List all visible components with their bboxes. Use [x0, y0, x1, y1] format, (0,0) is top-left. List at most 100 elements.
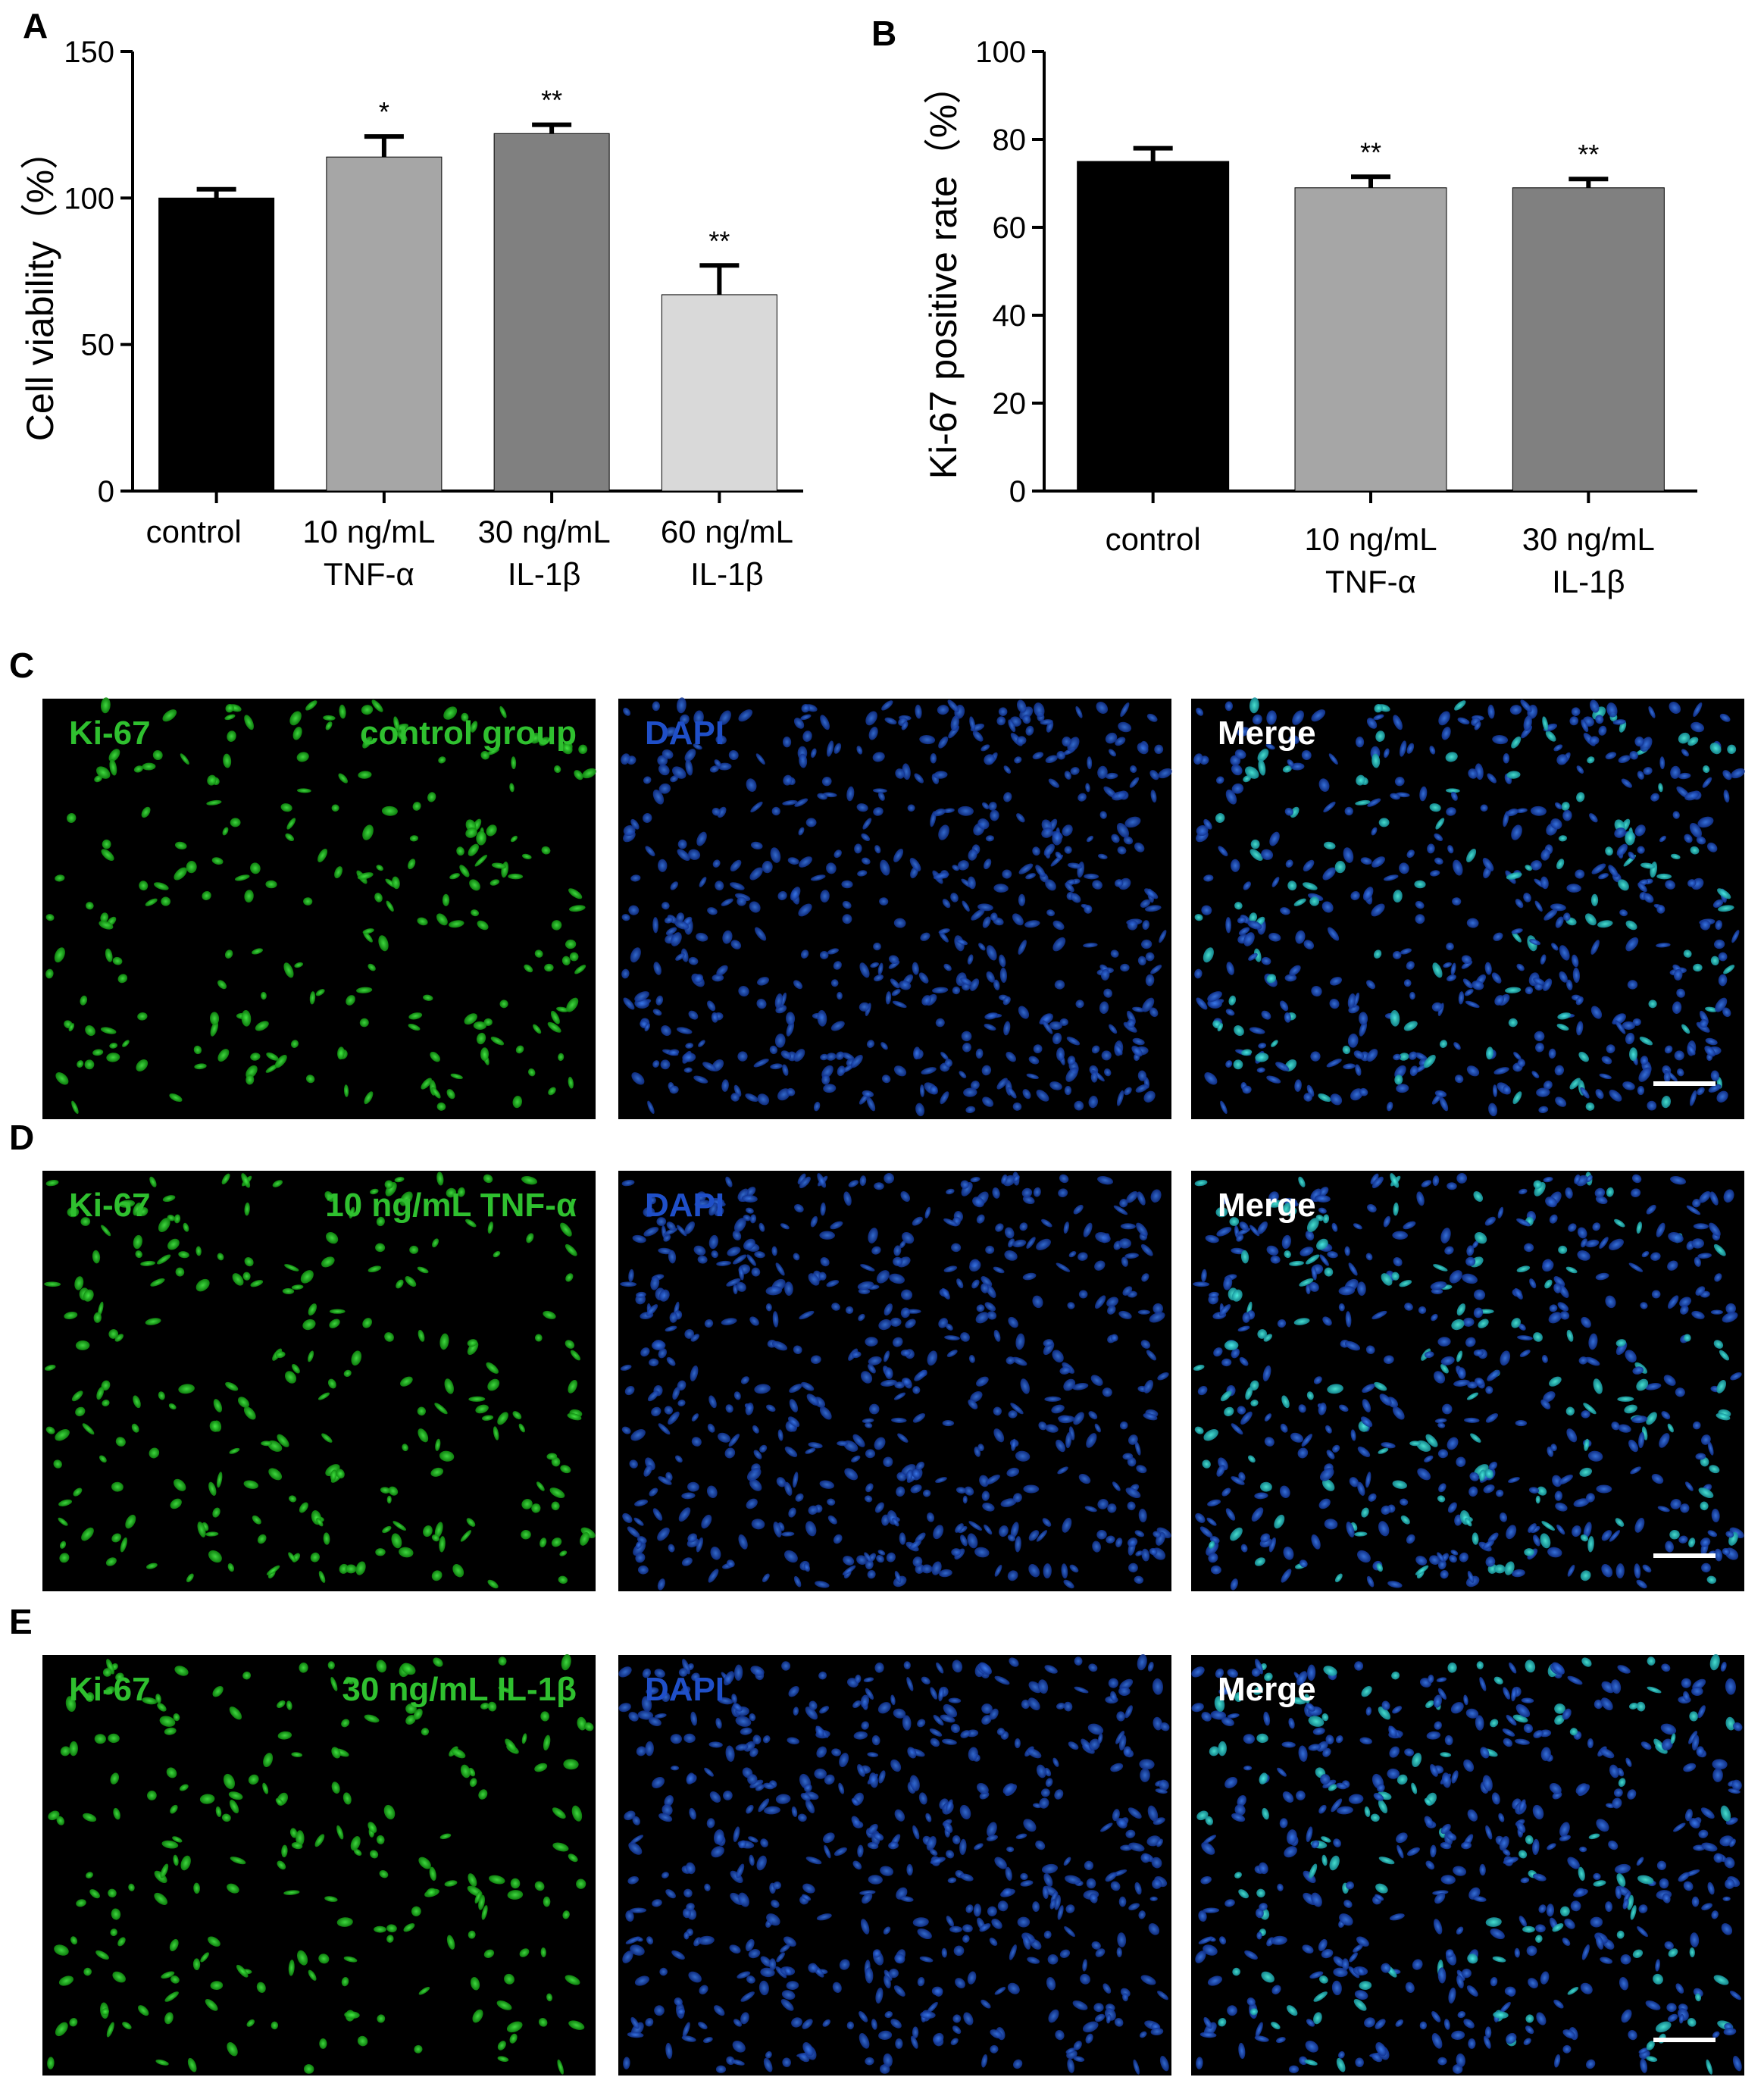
dapi-nucleus — [804, 704, 818, 712]
merge-nucleus — [1465, 1337, 1476, 1347]
merge-nucleus — [1259, 1772, 1268, 1785]
ki67-nucleus — [289, 1828, 298, 1838]
merge-nucleus — [1466, 1985, 1478, 1997]
dapi-nucleus — [892, 1518, 899, 1527]
ki67-nucleus — [288, 1495, 297, 1503]
ki67-nucleus — [110, 1772, 120, 1785]
merge-nucleus — [1583, 1522, 1592, 1538]
merge-nucleus — [1337, 1806, 1353, 1815]
ki67-nucleus — [162, 709, 177, 722]
merge-nucleus — [1360, 1416, 1373, 1428]
dapi-nucleus — [664, 1406, 674, 1415]
ki67-nucleus — [195, 1278, 210, 1292]
merge-nucleus — [1193, 753, 1203, 765]
merge-nucleus — [1664, 1045, 1673, 1054]
merge-nucleus — [1693, 963, 1703, 972]
merge-nucleus — [1667, 1260, 1678, 1271]
ki67-nucleus — [86, 1872, 93, 1878]
merge-nucleus — [1250, 2008, 1258, 2016]
merge-nucleus — [1341, 1780, 1350, 1788]
merge-nucleus — [1426, 1731, 1441, 1740]
merge-nucleus — [1349, 1952, 1358, 1963]
dapi-nucleus — [1115, 1731, 1125, 1744]
dapi-nucleus — [1007, 1982, 1020, 1994]
ki67-nucleus — [534, 949, 543, 958]
merge-nucleus — [1522, 1925, 1535, 1933]
dapi-nucleus — [749, 901, 761, 913]
ki67-nucleus — [244, 715, 254, 730]
merge-nucleus — [1656, 873, 1672, 880]
dapi-nucleus — [827, 1498, 836, 1506]
dapi-nucleus — [1066, 2050, 1077, 2060]
merge-nucleus — [1512, 931, 1522, 943]
dapi-nucleus — [1032, 846, 1040, 856]
dapi-nucleus — [934, 1988, 943, 1997]
merge-nucleus — [1732, 2055, 1742, 2072]
merge-nucleus — [1196, 707, 1204, 716]
merge-nucleus — [1194, 1180, 1208, 1187]
merge-nucleus — [1645, 2000, 1661, 2010]
ki67-nucleus — [243, 1406, 256, 1420]
dapi-nucleus — [687, 1481, 699, 1492]
merge-nucleus — [1591, 863, 1606, 874]
dapi-nucleus — [654, 1713, 667, 1719]
merge-nucleus — [1234, 749, 1246, 759]
ki67-nucleus — [386, 1495, 392, 1504]
dapi-nucleus — [878, 1770, 886, 1784]
dapi-nucleus — [730, 1892, 744, 1905]
merge-nucleus — [1231, 764, 1243, 776]
dapi-nucleus — [872, 788, 887, 793]
merge-nucleus — [1717, 888, 1731, 899]
dapi-nucleus — [1073, 1412, 1084, 1425]
dapi-nucleus — [873, 807, 884, 816]
dapi-nucleus — [699, 877, 707, 887]
dapi-nucleus — [1116, 1711, 1125, 1722]
merge-nucleus — [1467, 1954, 1478, 1964]
dapi-nucleus — [1013, 2059, 1023, 2069]
dapi-nucleus — [1140, 740, 1149, 751]
merge-nucleus — [1409, 991, 1415, 1000]
dapi-nucleus — [857, 1844, 864, 1858]
merge-nucleus — [1689, 1090, 1697, 1106]
dapi-nucleus — [1068, 1426, 1075, 1441]
ki67-nucleus — [561, 956, 571, 966]
merge-nucleus — [1463, 1834, 1474, 1847]
dapi-nucleus — [1153, 1531, 1162, 1538]
merge-nucleus — [1203, 818, 1212, 830]
ki67-nucleus — [236, 1012, 249, 1020]
dapi-nucleus — [683, 916, 693, 926]
dapi-nucleus — [861, 1371, 873, 1384]
dapi-nucleus — [802, 730, 812, 742]
dapi-nucleus — [749, 1779, 764, 1788]
merge-nucleus — [1323, 841, 1336, 849]
merge-nucleus — [1684, 1869, 1700, 1877]
ki67-nucleus — [174, 1478, 186, 1491]
dapi-nucleus — [790, 887, 801, 901]
ki67-nucleus — [183, 1222, 189, 1232]
merge-nucleus — [1196, 825, 1209, 837]
merge-nucleus — [1653, 1738, 1665, 1752]
dapi-nuclei — [618, 1654, 1170, 2075]
ki67-nucleus — [70, 1936, 78, 1945]
ki67-nucleus — [277, 1792, 288, 1806]
dapi-nucleus — [952, 865, 959, 871]
merge-nucleus — [1199, 755, 1209, 765]
dapi-nucleus — [984, 754, 995, 765]
dapi-nucleus — [817, 1969, 828, 1975]
merge-nucleus — [1432, 1890, 1449, 1895]
bar-charts-figure: A Cell viability（%） 050100150control*10 … — [19, 6, 1697, 599]
merge-nucleus — [1511, 1686, 1522, 1697]
dapi-nucleus — [886, 1552, 896, 1563]
merge-nucleus — [1237, 916, 1246, 924]
dapi-nucleus — [1122, 1453, 1134, 1460]
merge-nucleus — [1224, 1274, 1237, 1281]
merge-nucleus — [1667, 1423, 1674, 1433]
dapi-nucleus — [637, 1565, 649, 1575]
dapi-nucleus — [1021, 1699, 1031, 1710]
dapi-nucleus — [986, 945, 997, 961]
merge-nucleus — [1663, 1071, 1671, 1083]
merge-nucleus — [1307, 1664, 1316, 1681]
ki67-nucleus — [285, 1371, 297, 1384]
dapi-nucleus — [871, 1735, 880, 1746]
dapi-nucleus — [677, 1380, 687, 1391]
